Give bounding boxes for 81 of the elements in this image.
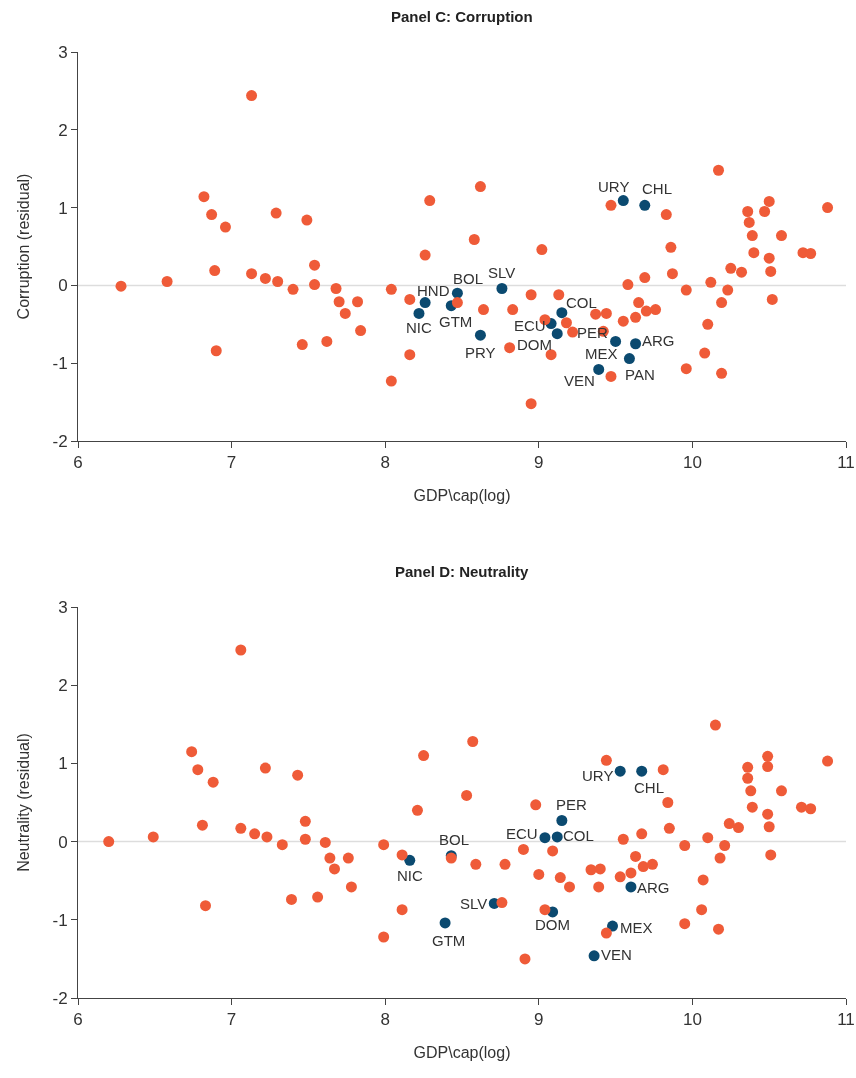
point	[539, 832, 551, 844]
point	[588, 950, 600, 962]
annotation: CHL	[642, 180, 673, 197]
y-axis-title: Neutrality (residual)	[15, 733, 33, 872]
annotation: ARG	[637, 879, 670, 896]
y-tick-label: 2	[58, 120, 68, 140]
annotation: NIC	[397, 867, 423, 884]
x-tick-label: 6	[73, 453, 83, 473]
point	[630, 338, 642, 350]
annotation: ECU	[514, 317, 546, 334]
annotation: PRY	[465, 344, 496, 361]
y-axis-title: Corruption (residual)	[15, 173, 33, 320]
y-tick-label: 0	[58, 832, 68, 852]
point	[614, 765, 626, 777]
annotation: ECU	[506, 825, 538, 842]
x-tick-label: 8	[380, 1010, 390, 1030]
point	[607, 920, 619, 932]
x-tick-label: 9	[534, 1010, 544, 1030]
annotation: BOL	[439, 831, 470, 848]
point	[625, 881, 637, 893]
point	[556, 814, 568, 826]
x-tick-label: 9	[534, 453, 544, 473]
annotation: COL	[563, 827, 594, 844]
y-tick-label: 3	[58, 597, 68, 617]
point	[639, 199, 651, 211]
y-tick-label: -2	[52, 988, 68, 1008]
annotation: DOM	[535, 916, 570, 933]
x-tick-label: 10	[682, 453, 702, 473]
x-tick-label: 8	[380, 453, 390, 473]
y-tick-label: 3	[58, 42, 68, 62]
x-tick-label: 7	[226, 453, 237, 473]
point	[419, 297, 431, 309]
x-tick-label: 11	[837, 453, 855, 473]
point	[551, 328, 563, 340]
point	[496, 283, 508, 295]
chart-title: Panel D: Neutrality	[395, 563, 530, 580]
annotation: SLV	[488, 264, 516, 281]
x-tick-label: 6	[73, 1010, 83, 1030]
annotation: MEX	[620, 919, 653, 936]
y-tick-label: 0	[58, 276, 68, 296]
x-tick-label: 7	[226, 1010, 237, 1030]
annotation: GTM	[432, 932, 466, 949]
x-tick-label: 10	[682, 1010, 702, 1030]
y-tick-label: -2	[52, 431, 68, 451]
point	[439, 917, 451, 929]
y-tick-label: 1	[58, 198, 68, 218]
point	[623, 353, 635, 365]
annotation: PAN	[625, 366, 655, 383]
y-tick-label: 2	[58, 676, 68, 696]
x-axis-title: GDP\cap(log)	[413, 1044, 511, 1062]
x-axis-title: GDP\cap(log)	[413, 487, 511, 505]
annotation: NIC	[406, 319, 432, 336]
annotation: URY	[598, 178, 630, 195]
x-tick-label: 11	[837, 1010, 855, 1030]
annotation: CHL	[634, 779, 665, 796]
chart-title: Panel C: Corruption	[391, 8, 533, 25]
point	[593, 363, 605, 375]
point	[404, 854, 416, 866]
annotation: PER	[556, 796, 588, 813]
point	[617, 195, 629, 207]
annotation: MEX	[585, 345, 618, 362]
point	[556, 307, 568, 319]
y-tick-label: 1	[58, 754, 68, 774]
y-tick-label: -1	[52, 910, 68, 930]
annotation: BOL	[453, 270, 484, 287]
point	[451, 287, 463, 299]
point	[636, 765, 648, 777]
point	[610, 335, 622, 347]
y-tick-label: -1	[52, 354, 68, 374]
annotation: SLV	[460, 895, 488, 912]
annotation: VEN	[601, 946, 632, 963]
annotation: DOM	[517, 336, 552, 353]
point	[551, 831, 563, 843]
annotation: GTM	[439, 313, 473, 330]
annotation: COL	[566, 294, 597, 311]
annotation: HND	[417, 282, 450, 299]
annotation: URY	[582, 767, 614, 784]
annotation: VEN	[564, 372, 595, 389]
point	[474, 329, 486, 341]
annotation: ARG	[642, 332, 675, 349]
point	[413, 307, 425, 319]
